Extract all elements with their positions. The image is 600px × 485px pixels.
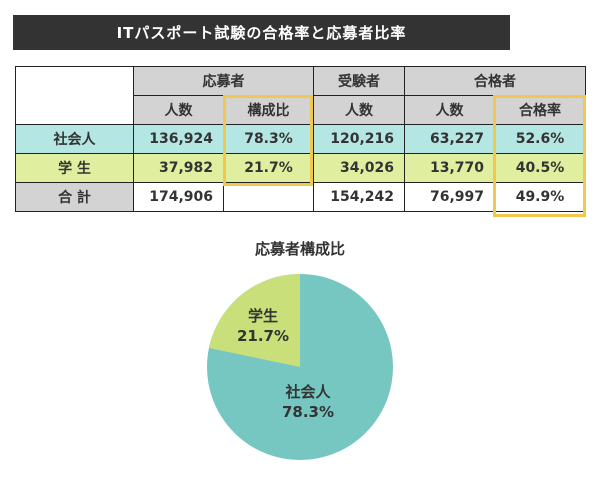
subheader-count: 人数 [404,95,495,125]
cell-examinees: 154,242 [313,182,405,212]
table-row: 合 計 174,906 154,242 76,997 49.9% [15,182,586,212]
cell-applicants: 174,906 [133,182,224,212]
page-title: ITパスポート試験の合格率と応募者比率 [13,15,510,50]
cell-passers: 13,770 [404,153,495,183]
cell-examinees: 120,216 [313,124,405,154]
cell-applicants: 136,924 [133,124,224,154]
header-applicants: 応募者 [133,66,314,96]
row-label: 学 生 [15,153,134,183]
subheader-count: 人数 [313,95,405,125]
pie-label-student-pct: 21.7% [236,327,290,345]
pie-slice-student [209,274,300,367]
row-label: 合 計 [15,182,134,212]
corner-cell [15,66,134,125]
cell-pass-rate: 52.6% [494,124,586,154]
pie-label-student: 学生 21.7% [228,306,298,346]
cell-passers: 63,227 [404,124,495,154]
subheader-count: 人数 [133,95,224,125]
cell-applicants: 37,982 [133,153,224,183]
cell-ratio [223,182,314,212]
cell-examinees: 34,026 [313,153,405,183]
pie-label-working: 社会人 78.3% [268,382,348,422]
pie-title: 応募者構成比 [254,240,345,258]
cell-passers: 76,997 [404,182,495,212]
pie-chart [207,274,393,460]
subheader-pass-rate: 合格率 [494,95,586,125]
row-label: 社会人 [15,124,134,154]
stats-table: 応募者 受験者 合格者 人数 構成比 人数 人数 合格率 社会人 136,924… [15,66,586,212]
cell-pass-rate: 40.5% [494,153,586,183]
header-examinees: 受験者 [313,66,405,96]
cell-ratio: 78.3% [223,124,314,154]
header-passers: 合格者 [404,66,586,96]
pie-label-working-pct: 78.3% [281,403,335,421]
pie-label-working-name: 社会人 [285,383,331,401]
cell-pass-rate: 49.9% [494,182,586,212]
subheader-ratio: 構成比 [223,95,314,125]
table-row: 学 生 37,982 21.7% 34,026 13,770 40.5% [15,153,586,183]
cell-ratio: 21.7% [223,153,314,183]
pie-label-student-name: 学生 [247,307,278,325]
table-row: 社会人 136,924 78.3% 120,216 63,227 52.6% [15,124,586,154]
